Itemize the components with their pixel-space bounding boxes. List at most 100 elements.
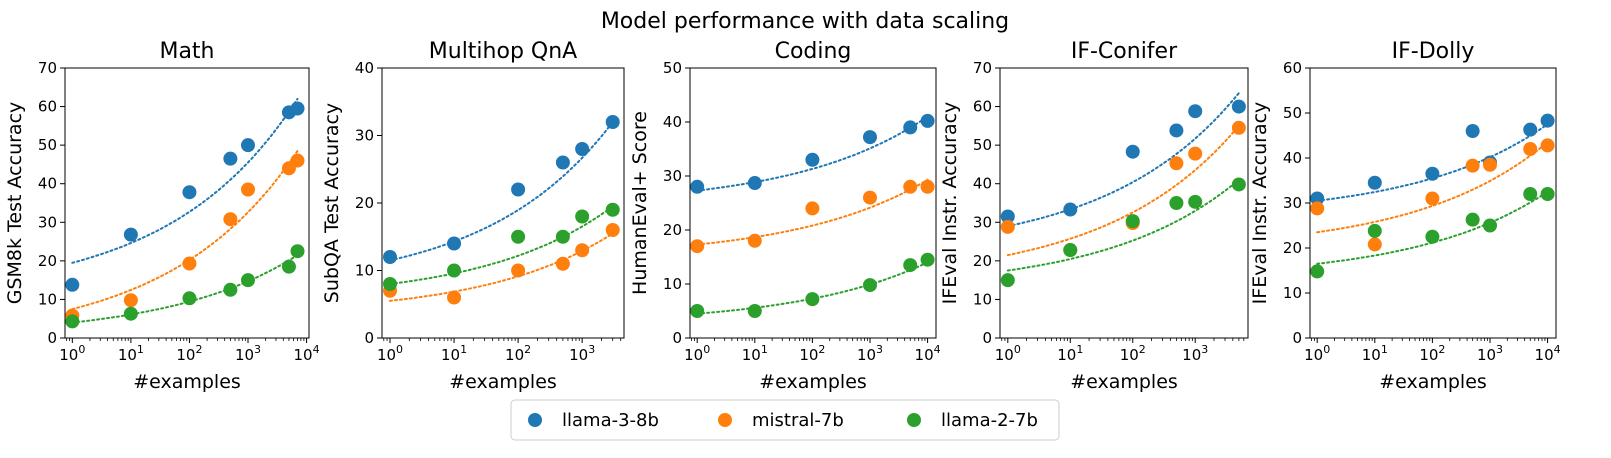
- data-point-llama-2-7b: [1000, 273, 1015, 288]
- y-tick-label: 10: [973, 290, 992, 308]
- y-axis-label: SubQA Test Accuracy: [321, 103, 343, 303]
- data-point-mistral-7b: [1425, 191, 1440, 206]
- data-point-llama-2-7b: [805, 292, 820, 307]
- x-tick-label: 102: [1120, 343, 1146, 364]
- data-point-llama-2-7b: [1482, 218, 1497, 233]
- data-point-llama-3-8b: [511, 182, 526, 197]
- y-tick-label: 40: [1283, 149, 1302, 167]
- trend-line-mistral-7b: [1316, 141, 1549, 234]
- y-tick-label: 0: [47, 329, 57, 347]
- data-point-llama-2-7b: [182, 291, 197, 306]
- data-point-llama-3-8b: [903, 120, 918, 135]
- x-tick-label: 100: [1304, 343, 1330, 364]
- x-tick-label: 103: [1182, 343, 1208, 364]
- y-tick-label: 30: [1283, 194, 1302, 212]
- legend-marker: [718, 413, 732, 427]
- y-tick-label: 30: [38, 213, 57, 231]
- x-tick-label: 104: [1535, 343, 1561, 364]
- x-tick-label: 101: [441, 343, 467, 364]
- x-tick-label: 100: [684, 343, 710, 364]
- y-tick-label: 10: [355, 262, 374, 280]
- x-axis-label: #examples: [759, 371, 867, 393]
- legend-marker: [907, 413, 921, 427]
- data-point-llama-2-7b: [1425, 229, 1440, 244]
- legend-item-llama-2-7b: llama-2-7b: [907, 410, 1038, 431]
- data-point-llama-3-8b: [383, 250, 398, 264]
- data-point-llama-2-7b: [511, 229, 526, 244]
- panel-title: Multihop QnA: [429, 39, 577, 64]
- data-point-llama-3-8b: [920, 113, 935, 128]
- data-point-llama-2-7b: [65, 314, 80, 329]
- axes-frame: [999, 67, 1249, 339]
- x-tick-label: 103: [569, 343, 595, 364]
- data-point-mistral-7b: [511, 263, 526, 278]
- legend-label: llama-3-8b: [562, 410, 659, 431]
- x-axis-label: #examples: [449, 371, 557, 393]
- data-point-llama-2-7b: [281, 259, 296, 274]
- y-tick-label: 50: [1283, 104, 1302, 122]
- trend-line-mistral-7b: [389, 232, 614, 302]
- x-tick-label: 102: [1419, 343, 1445, 364]
- y-tick-label: 20: [38, 252, 57, 270]
- data-point-mistral-7b: [1310, 201, 1325, 216]
- y-tick-label: 20: [663, 221, 682, 239]
- x-tick-label: 101: [1362, 343, 1388, 364]
- data-point-llama-3-8b: [747, 176, 762, 191]
- data-point-llama-2-7b: [241, 273, 256, 288]
- data-point-mistral-7b: [447, 290, 462, 305]
- data-point-llama-3-8b: [1540, 113, 1555, 128]
- data-point-llama-2-7b: [1540, 187, 1555, 201]
- y-tick-label: 20: [973, 252, 992, 270]
- data-point-llama-3-8b: [290, 101, 305, 116]
- x-tick-label: 102: [799, 343, 825, 364]
- trend-line-llama-3-8b: [696, 115, 929, 192]
- data-point-mistral-7b: [747, 233, 762, 248]
- data-point-llama-2-7b: [1367, 223, 1382, 238]
- legend-label: mistral-7b: [752, 410, 844, 431]
- y-tick-label: 40: [663, 113, 682, 131]
- data-point-llama-2-7b: [1523, 187, 1538, 201]
- panel-if-dolly: 0 10 20 30 40 50 60 100 101 102 103 104 IF-Dolly #exa…: [1249, 39, 1561, 393]
- data-point-llama-3-8b: [1169, 123, 1184, 138]
- x-tick-label: 101: [742, 343, 768, 364]
- data-point-llama-3-8b: [1000, 209, 1015, 224]
- legend-label: llama-2-7b: [941, 410, 1038, 431]
- y-tick-label: 30: [663, 167, 682, 185]
- data-point-mistral-7b: [241, 182, 256, 197]
- trend-line-llama-3-8b: [1316, 123, 1549, 202]
- data-point-mistral-7b: [1465, 158, 1480, 173]
- y-tick-label: 70: [38, 59, 57, 77]
- x-tick-label: 104: [294, 343, 320, 364]
- data-point-llama-3-8b: [862, 130, 877, 145]
- data-point-mistral-7b: [1231, 120, 1246, 135]
- trend-line-llama-2-7b: [1006, 178, 1240, 272]
- data-point-mistral-7b: [223, 212, 238, 227]
- trend-line-mistral-7b: [696, 178, 929, 246]
- data-point-llama-3-8b: [182, 185, 197, 200]
- data-point-mistral-7b: [605, 223, 620, 237]
- data-point-mistral-7b: [805, 201, 820, 216]
- y-tick-label: 10: [38, 290, 57, 308]
- x-tick-label: 100: [59, 343, 85, 364]
- y-tick-label: 70: [973, 59, 992, 77]
- data-point-mistral-7b: [1000, 219, 1015, 234]
- legend-item-mistral-7b: mistral-7b: [718, 410, 844, 431]
- data-point-llama-2-7b: [862, 278, 877, 293]
- data-point-llama-3-8b: [805, 152, 820, 167]
- panel-math: 0 10 20 30 40 50 60 70 100 101 102 103 104 Math #examp…: [4, 39, 320, 393]
- trend-line-llama-3-8b: [71, 97, 299, 264]
- y-tick-label: 0: [1292, 329, 1302, 347]
- data-point-mistral-7b: [1482, 157, 1497, 172]
- data-point-mistral-7b: [1540, 138, 1555, 153]
- y-tick-label: 60: [973, 98, 992, 116]
- axes-frame: [381, 67, 625, 339]
- x-tick-label: 101: [118, 343, 144, 364]
- x-tick-label: 104: [915, 343, 941, 364]
- data-point-llama-2-7b: [555, 229, 570, 244]
- data-point-llama-3-8b: [223, 151, 238, 166]
- x-tick-label: 102: [505, 343, 531, 364]
- trend-line-mistral-7b: [71, 149, 299, 311]
- data-point-llama-2-7b: [447, 263, 462, 278]
